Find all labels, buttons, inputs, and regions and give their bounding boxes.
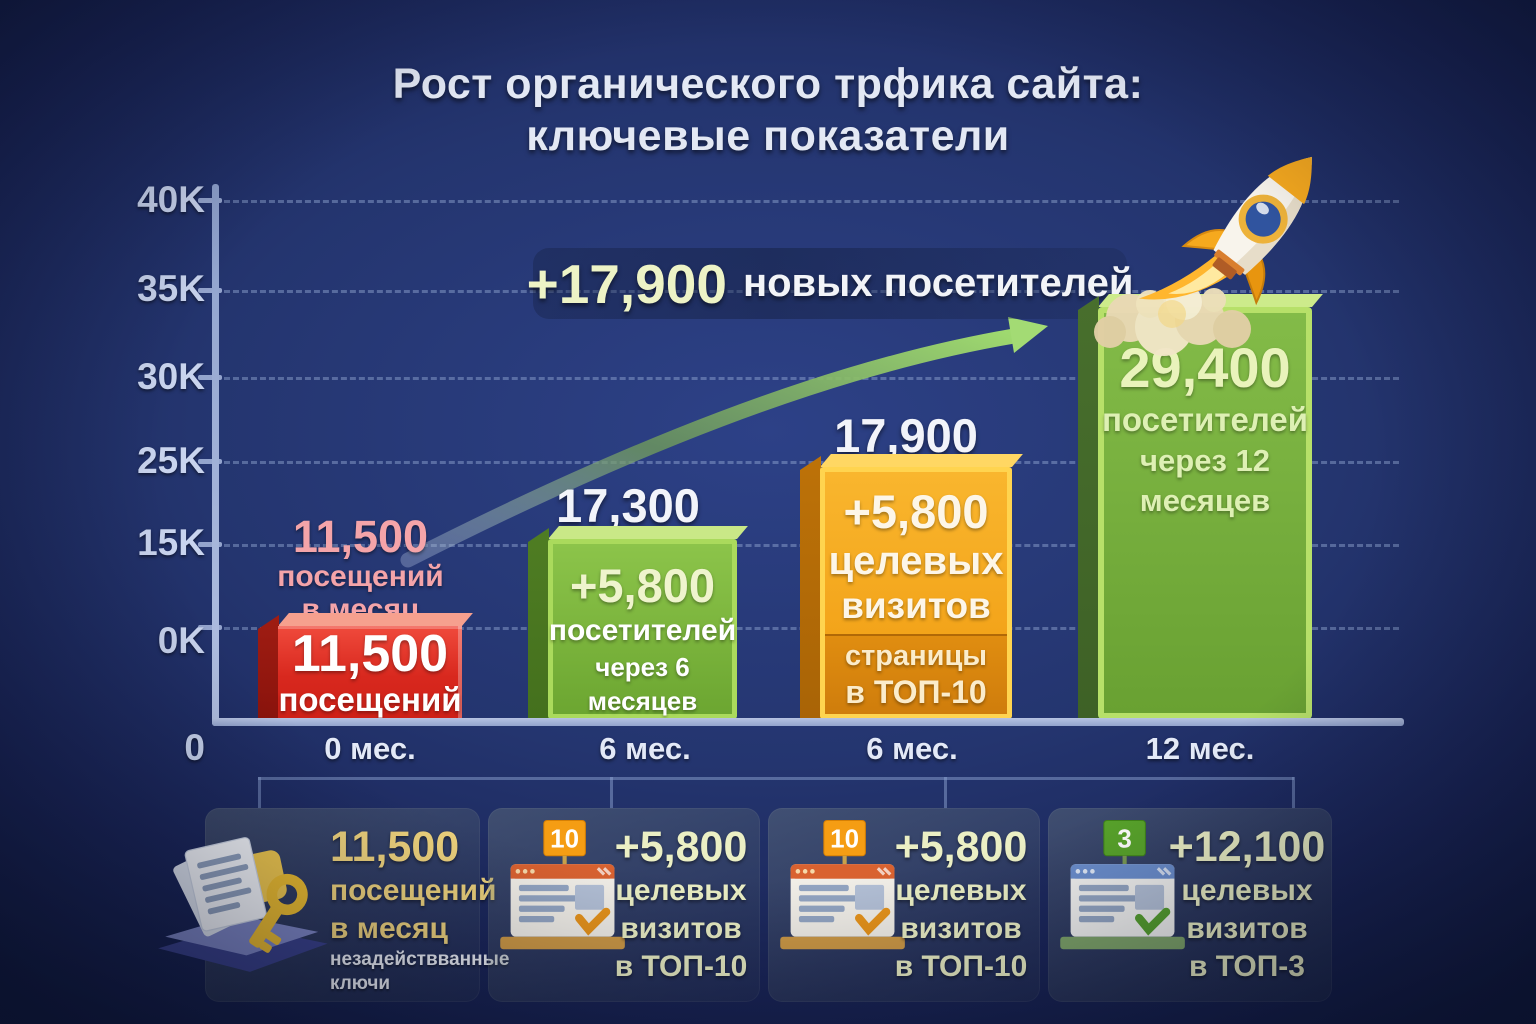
red-bar-caption: 11,500 посещений в месяц [258, 511, 463, 627]
card-line: в ТОП-3 [1189, 950, 1305, 983]
rocket-icon [1094, 156, 1312, 356]
card-note: незадействванные [330, 949, 510, 970]
bar-green6-line1: посетителей [548, 614, 737, 647]
card-line: в ТОП-10 [894, 950, 1028, 983]
card-value: +12,100 [1168, 823, 1326, 871]
connector-drop-3 [944, 777, 947, 808]
bar-red-value: 11,500 [291, 624, 449, 683]
card-line: визитов [900, 912, 1022, 945]
y-label-25k: 25K [137, 440, 205, 481]
x-axis-line [212, 718, 1404, 726]
summary-card-top10-b: 10 +5,800 целевых визитов в ТОП-10 [768, 808, 1040, 1002]
card-line: визитов [1186, 912, 1308, 945]
y-label-15k: 15K [137, 522, 205, 563]
x-label-3: 12 мес. [1145, 731, 1255, 766]
bar-green12-line2: через 12 [1140, 443, 1270, 478]
card-value: 11,500 [330, 823, 460, 871]
bar-orange-band-line1: страницы [844, 640, 988, 672]
bar-orange-band-line2: в ТОП-10 [845, 674, 987, 710]
badge-number: 10 [550, 823, 579, 853]
y-label-0k: 0K [157, 620, 205, 661]
summary-card-start: 11,500 посещений в месяц незадействванны… [158, 808, 509, 1002]
connector-drop-2 [610, 777, 613, 808]
x-label-1: 6 мес. [599, 731, 691, 766]
connector-drop-1 [258, 777, 261, 808]
card-line: в месяц [330, 912, 448, 945]
connector-drop-4 [1292, 777, 1295, 808]
bar-orange-band: страницы в ТОП-10 [825, 634, 1007, 714]
bar-green6-value: +5,800 [569, 559, 716, 612]
card-line: визитов [620, 912, 742, 945]
y-label-35k: 35K [137, 268, 205, 309]
y-label-origin: 0 [184, 727, 205, 768]
red-caption-line1: посещений [277, 560, 444, 593]
bar-orange-value: +5,800 [843, 485, 989, 538]
summary-card-top3: 3 +12,100 целевых визитов в ТОП-3 [1048, 808, 1332, 1002]
annotation-value: +17,900 [526, 252, 727, 315]
card-line: в ТОП-10 [614, 950, 748, 983]
y-label-30k: 30K [137, 356, 205, 397]
bar-6-months: +5,800 посетителей через 6 месяцев [528, 526, 748, 719]
bar-6-months-targeted: +5,800 целевых визитов в месяц страницы … [800, 454, 1023, 719]
bar-orange-line2: визитов [841, 585, 991, 626]
card-line: посещений [330, 874, 497, 907]
bar-red-label: посещений [278, 680, 462, 718]
bar-12-months: 29,400 посетителей через 12 месяцев [1078, 294, 1323, 719]
card-line: целевых [895, 874, 1027, 907]
card-value: +5,800 [894, 823, 1028, 871]
y-axis-line [212, 184, 219, 726]
documents-key-icon [158, 837, 328, 972]
bar-green12-line1: посетителей [1101, 401, 1309, 438]
badge-number: 10 [830, 823, 859, 853]
growth-annotation: +17,900 новых посетителей [527, 248, 1133, 319]
bar-green6-total: 17,300 [556, 479, 700, 532]
bar-green12-line3: месяцев [1139, 483, 1271, 518]
bar-0-months: 11,500 посещений [258, 613, 473, 719]
card-line: целевых [615, 874, 747, 907]
red-caption-value: 11,500 [292, 511, 429, 562]
card-note: ключи [330, 973, 391, 994]
bar-green6-line2: через 6 месяцев [587, 652, 698, 716]
connector-horizontal [258, 777, 1294, 780]
summary-card-top10-a: 10 +5,800 целевых визитов в ТОП-10 [488, 808, 760, 1002]
y-label-40k: 40K [137, 179, 205, 220]
x-label-0: 0 мес. [324, 731, 416, 766]
x-label-2: 6 мес. [866, 731, 958, 766]
badge-number: 3 [1117, 823, 1131, 853]
card-line: целевых [1181, 874, 1313, 907]
title-line-1: Рост органического трфика сайта: [392, 60, 1144, 108]
card-value: +5,800 [614, 823, 748, 871]
bar-orange-line1: целевых [828, 539, 1004, 583]
